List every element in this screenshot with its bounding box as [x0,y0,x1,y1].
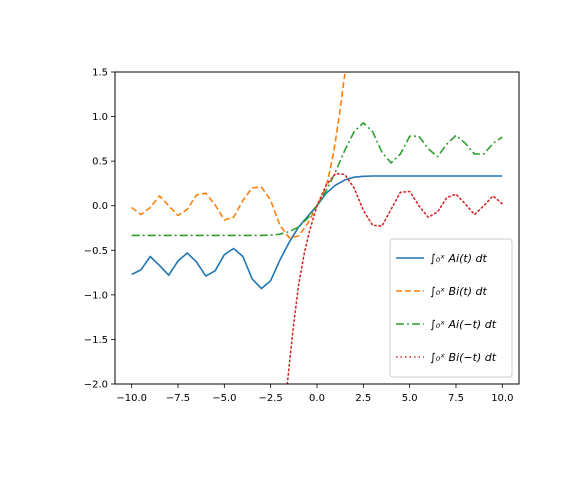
legend-label: ∫₀ˣ Ai(t) dt [430,252,487,265]
x-tick-label: −7.5 [166,393,190,404]
x-tick-label: 10.0 [491,393,513,404]
legend-label: ∫₀ˣ Bi(−t) dt [430,351,497,364]
series-line-4 [286,172,504,384]
series-line-2 [131,73,346,239]
y-tick-label: −2.0 [84,380,108,391]
y-tick-label: −1.5 [84,335,108,346]
x-tick-label: 5.0 [402,393,418,404]
x-tick-label: −10.0 [116,393,147,404]
legend-label: ∫₀ˣ Bi(t) dt [430,285,487,298]
y-tick-label: 0.0 [92,201,108,212]
y-axis: −2.0 −1.5 −1.0 −0.5 0.0 0.5 1.0 1.5 [84,68,115,391]
series-line-3 [131,122,503,237]
x-axis: −10.0 −7.5 −5.0 −2.5 0.0 2.5 5.0 7.5 10.0 [116,384,513,404]
x-tick-label: 2.5 [355,393,371,404]
legend: ∫₀ˣ Ai(t) dt ∫₀ˣ Bi(t) dt ∫₀ˣ Ai(−t) dt ∫₀ˣ… [389,238,513,378]
x-tick-label: 0.0 [309,393,325,404]
series-line-1 [131,175,503,290]
y-tick-label: −0.5 [84,246,108,257]
y-tick-label: 1.5 [92,68,108,79]
y-tick-label: 0.5 [92,157,108,168]
y-tick-label: −1.0 [84,290,108,301]
legend-box [389,238,513,378]
series-layer [131,73,504,384]
x-tick-label: −2.5 [259,393,283,404]
legend-label: ∫₀ˣ Ai(−t) dt [430,318,497,331]
y-tick-label: 1.0 [92,112,108,123]
x-tick-label: −5.0 [212,393,236,404]
x-tick-label: 7.5 [448,393,464,404]
